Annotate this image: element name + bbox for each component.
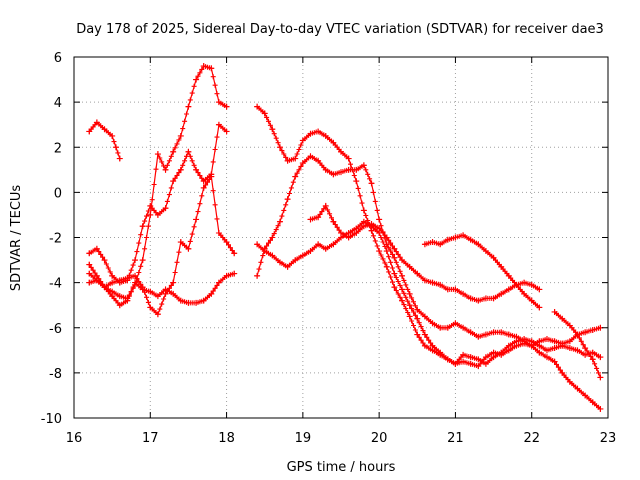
sample-markers	[86, 271, 237, 308]
series-track-5	[86, 270, 238, 309]
x-tick-label: 16	[66, 431, 83, 446]
y-tick-label: 2	[54, 141, 62, 156]
series-track-8	[254, 153, 604, 349]
sample-markers	[254, 153, 603, 349]
series-track-9	[307, 202, 543, 304]
series-track-1	[86, 119, 123, 162]
sample-markers	[86, 119, 123, 161]
sample-markers	[254, 104, 603, 367]
y-tick-label: 4	[54, 96, 62, 111]
series-track-11	[551, 308, 604, 381]
sample-markers	[308, 203, 542, 304]
chart-title: Day 178 of 2025, Sidereal Day-to-day VTE…	[76, 22, 604, 37]
series-track-3	[86, 121, 230, 286]
series-layer	[86, 63, 604, 412]
series-line	[256, 106, 601, 365]
x-tick-label: 23	[600, 431, 617, 446]
sample-markers	[254, 219, 603, 412]
y-tick-label: 6	[54, 51, 62, 66]
series-line	[310, 204, 540, 302]
x-tick-label: 22	[523, 431, 540, 446]
y-tick-label: -4	[49, 277, 62, 292]
series-track-4	[86, 173, 238, 318]
sample-markers	[552, 309, 603, 380]
x-axis-title: GPS time / hours	[287, 460, 396, 475]
x-tick-label: 17	[142, 431, 159, 446]
sample-markers	[86, 122, 230, 286]
y-tick-label: -10	[41, 412, 62, 427]
y-tick-label: -8	[49, 367, 62, 382]
y-axis-title: SDTVAR / TECUs	[9, 185, 24, 292]
y-tick-label: -2	[49, 232, 62, 247]
series-line	[89, 273, 235, 306]
x-tick-label: 18	[218, 431, 235, 446]
y-tick-label: 0	[54, 186, 62, 201]
series-line	[88, 123, 227, 284]
series-track-10	[421, 232, 543, 311]
sample-markers	[422, 232, 542, 310]
x-tick-label: 20	[371, 431, 388, 446]
y-tick-label: -6	[49, 322, 62, 337]
x-tick-label: 21	[447, 431, 464, 446]
series-line	[554, 311, 601, 378]
x-tick-label: 19	[295, 431, 312, 446]
series-track-7	[254, 218, 604, 412]
